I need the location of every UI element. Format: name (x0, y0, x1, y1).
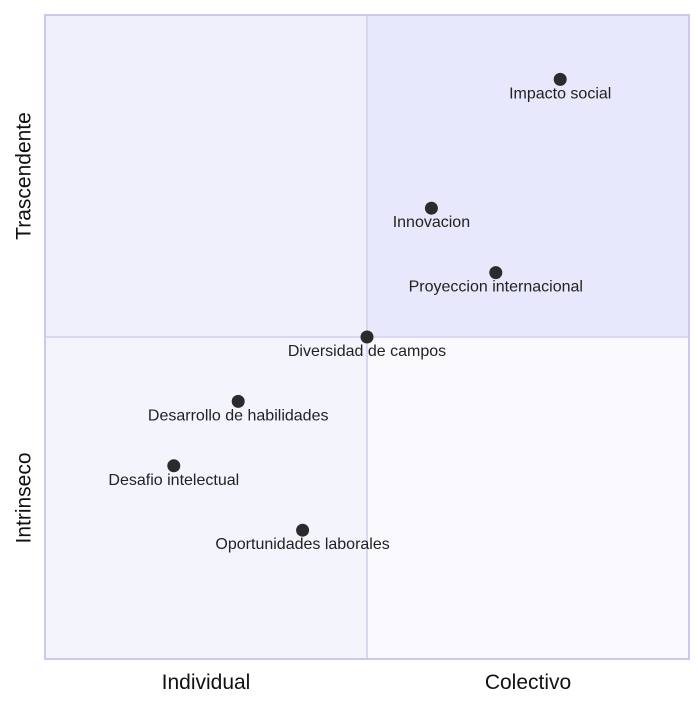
data-point-label: Diversidad de campos (288, 343, 446, 360)
plot-border (44, 14, 690, 660)
data-point-label: Proyeccion internacional (409, 279, 583, 296)
quadrant-backgrounds (45, 15, 689, 659)
data-point-label: Desafio intelectual (108, 472, 239, 489)
data-point-group: Desafio intelectual (108, 459, 239, 489)
data-point-group: Innovacion (393, 201, 470, 231)
x-quadrant-label: Colectivo (485, 671, 571, 694)
data-point-label: Desarrollo de habilidades (148, 407, 329, 424)
data-point-marker (424, 201, 438, 215)
data-point-marker (360, 330, 374, 344)
data-point-marker (231, 394, 245, 408)
y-quadrant-label: Trascendente (13, 112, 36, 240)
quadrant-bottom-right (367, 337, 689, 659)
x-quadrant-label: Individual (162, 671, 251, 694)
quadrant-top-right (367, 15, 689, 337)
data-point-label: Innovacion (393, 214, 470, 231)
data-point-marker (553, 72, 567, 86)
data-point-group: Impacto social (509, 72, 611, 102)
data-points: Impacto social Innovacion Proyeccion inter… (108, 72, 611, 553)
data-point-group: Oportunidades laborales (215, 523, 390, 553)
data-point-label: Impacto social (509, 85, 611, 102)
data-point-marker (489, 266, 503, 280)
axis-labels: Individual Colectivo Intrinseco Trascendent… (13, 112, 572, 694)
data-point-label: Oportunidades laborales (215, 536, 389, 553)
quadrant-top-left (45, 15, 367, 337)
data-point-marker (167, 459, 181, 473)
data-point-marker (296, 523, 310, 537)
data-point-group: Desarrollo de habilidades (148, 394, 329, 424)
quadrant-bottom-left (45, 337, 367, 659)
data-point-group: Diversidad de campos (288, 330, 446, 360)
y-quadrant-label: Intrinseco (13, 452, 36, 543)
data-point-group: Proyeccion internacional (409, 266, 583, 296)
